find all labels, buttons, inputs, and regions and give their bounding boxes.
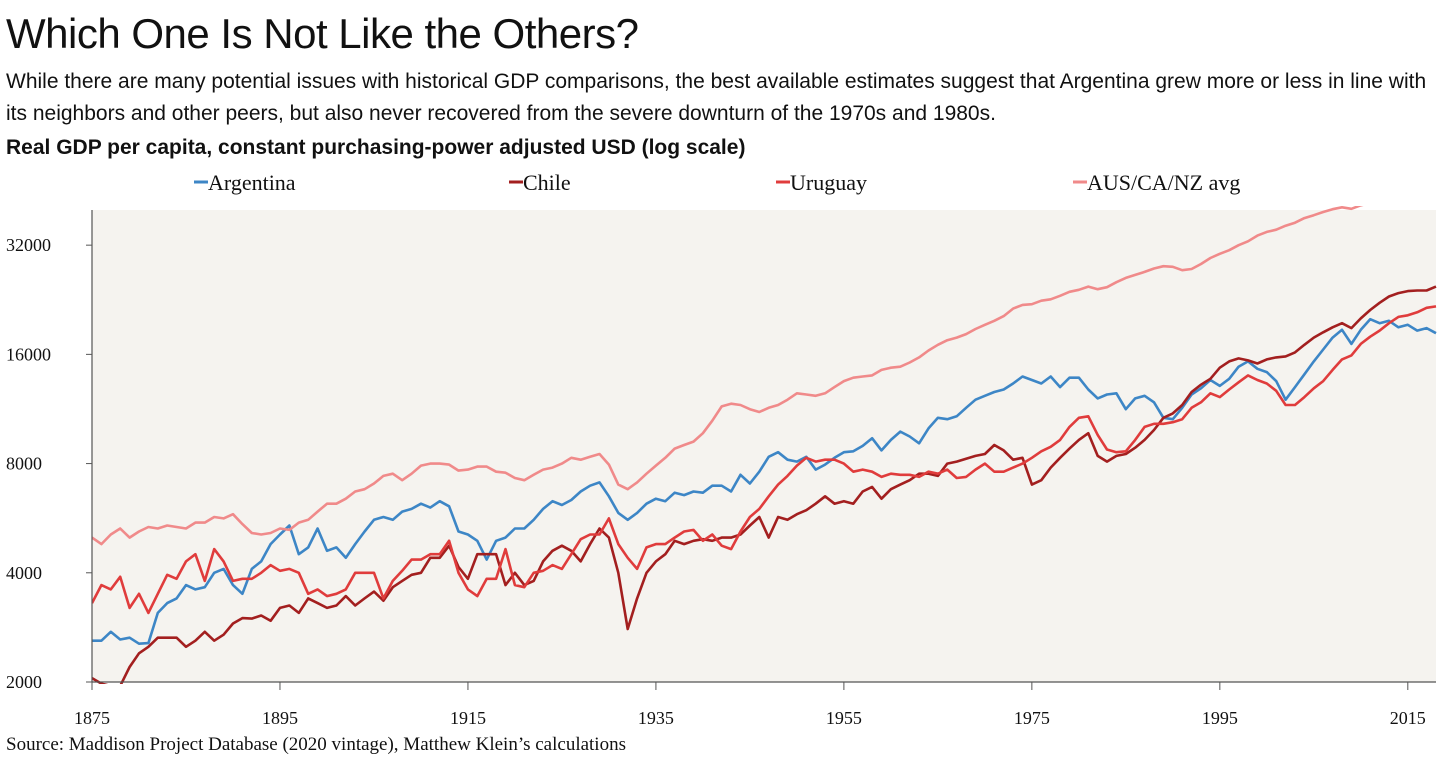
legend-label: Uruguay (790, 170, 867, 195)
y-tick-label: 4000 (6, 563, 42, 583)
series-line-uruguay (92, 305, 1437, 615)
legend: Argentina Chile Uruguay AUS/CA/NZ avg (194, 170, 1240, 195)
line-chart: Argentina Chile Uruguay AUS/CA/NZ avg 2000 4… (6, 170, 1437, 728)
x-tick-label: 1915 (450, 708, 486, 728)
x-tick-label: 2015 (1390, 708, 1426, 728)
series-lines (92, 206, 1437, 684)
series-line-aus-ca-nz-avg (92, 206, 1364, 546)
y-tick-label: 32000 (6, 235, 51, 255)
x-axis: 1875 1895 1915 1935 1955 1975 1995 2015 (74, 682, 1426, 728)
plot-background (92, 210, 1436, 682)
legend-label: Chile (523, 170, 571, 195)
series-line-argentina (92, 317, 1437, 645)
x-tick-label: 1895 (262, 708, 298, 728)
y-tick-label: 16000 (6, 344, 51, 364)
x-tick-label: 1875 (74, 708, 110, 728)
source-note: Source: Maddison Project Database (2020 … (6, 734, 626, 755)
y-axis: 2000 4000 8000 16000 32000 (6, 235, 92, 692)
x-tick-label: 1995 (1202, 708, 1238, 728)
legend-label: AUS/CA/NZ avg (1087, 170, 1240, 195)
chart-subtitle: While there are many potential issues wi… (6, 70, 1427, 125)
chart-title: Which One Is Not Like the Others? (6, 10, 639, 57)
units-label: Real GDP per capita, constant purchasing… (6, 136, 746, 159)
x-tick-label: 1975 (1014, 708, 1050, 728)
x-tick-label: 1935 (638, 708, 674, 728)
y-tick-label: 2000 (6, 672, 42, 692)
series-line-chile (92, 285, 1437, 684)
legend-label: Argentina (208, 170, 296, 195)
x-tick-label: 1955 (826, 708, 862, 728)
y-tick-label: 8000 (6, 454, 42, 474)
